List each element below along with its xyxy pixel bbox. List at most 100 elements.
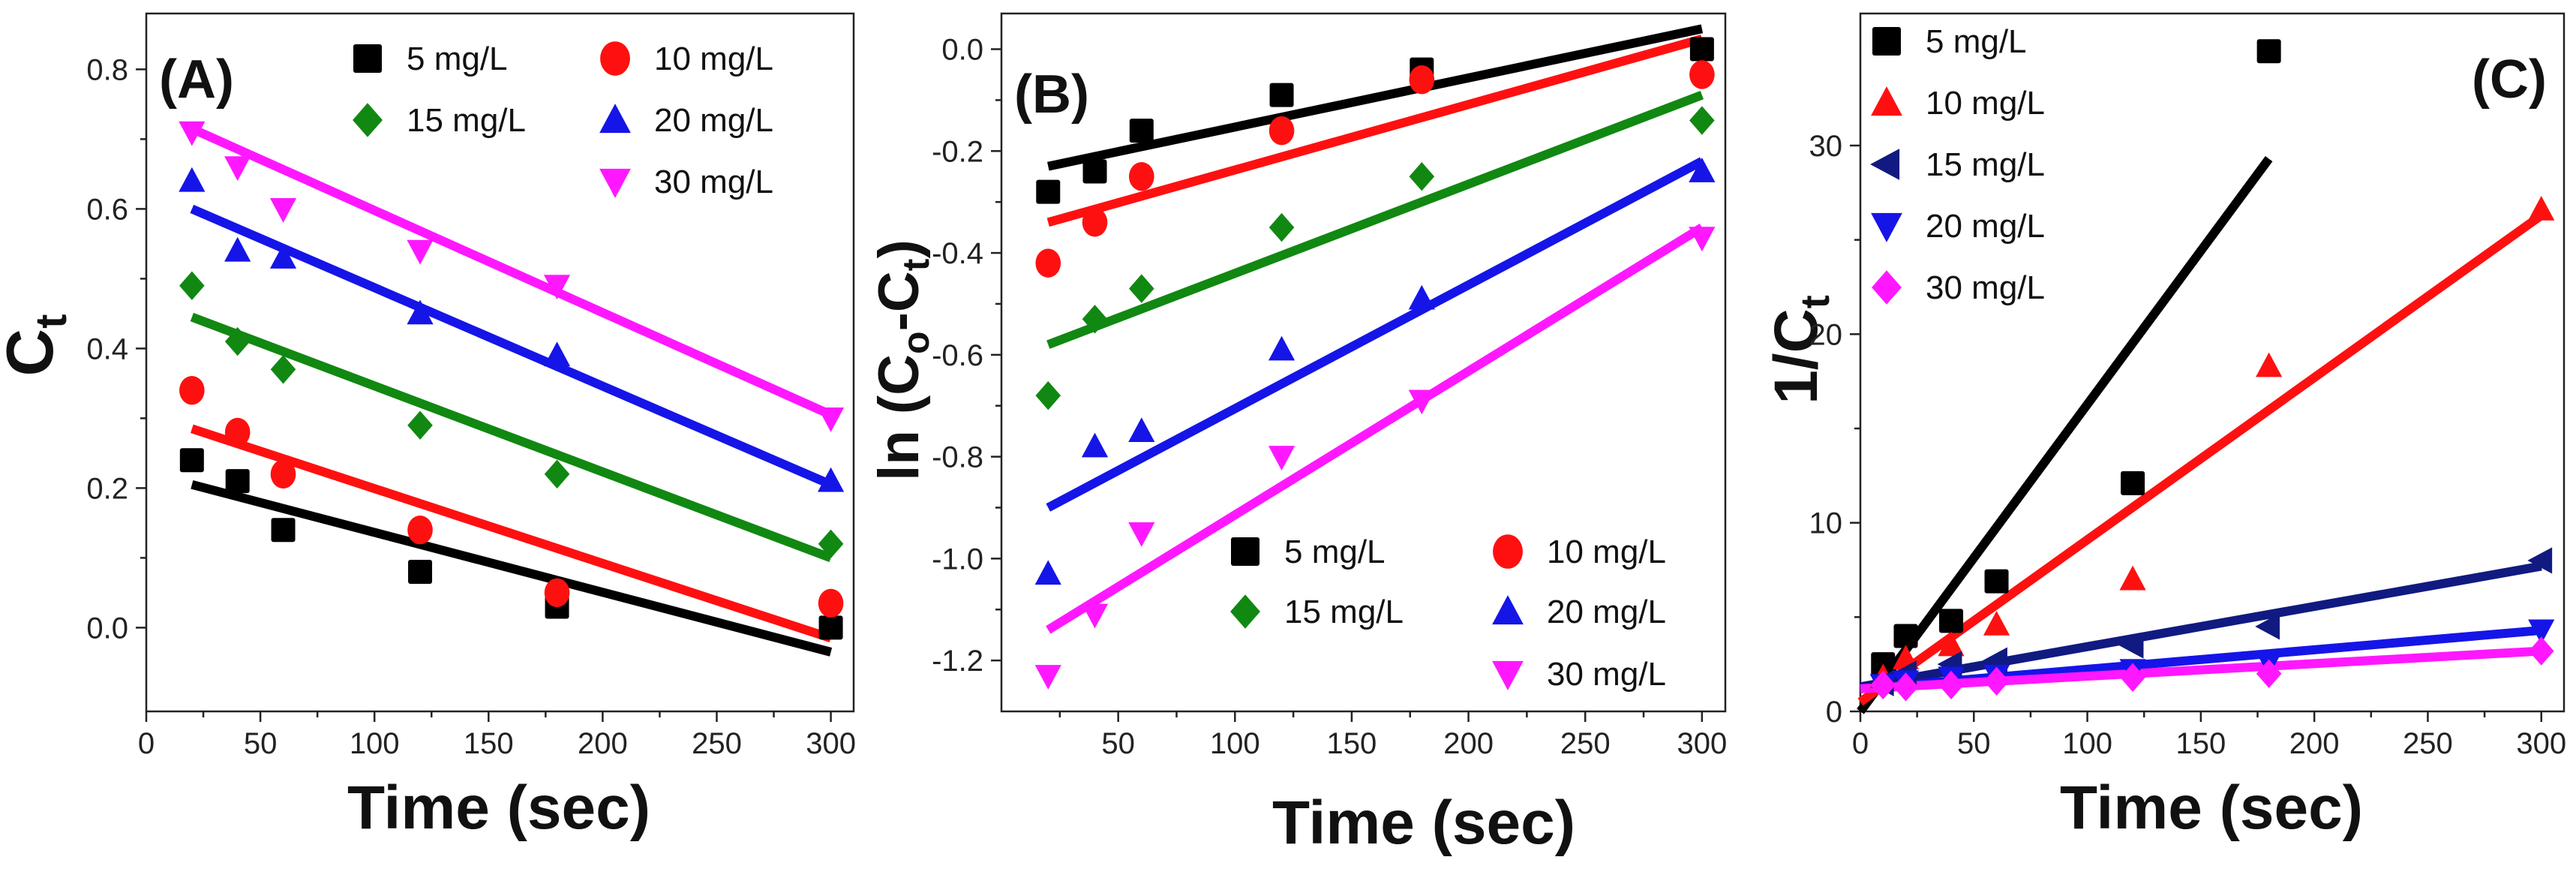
y-tick-label: 0.4 — [86, 332, 128, 365]
data-point-20-mg-L — [407, 299, 434, 325]
panel-label: (C) — [2472, 50, 2547, 110]
panel-b: ln (Co-Ct) Time (sec) — [867, 239, 1575, 857]
legend-marker — [1871, 212, 1902, 242]
data-point-20-mg-L — [1034, 560, 1061, 585]
data-point-10-mg-L — [1128, 162, 1154, 191]
data-point-20-mg-L — [269, 244, 297, 269]
legend-label: 10 mg/L — [1547, 534, 1666, 570]
fit-line-15-mg-L — [190, 312, 833, 563]
legend-label: 5 mg/L — [1284, 534, 1386, 570]
fit-line-5-mg-L — [191, 480, 833, 657]
y-tick-label: 0 — [1826, 696, 1842, 729]
fit-line-10-mg-L — [1046, 35, 1704, 227]
data-point-20-mg-L — [1268, 335, 1296, 361]
data-point-30-mg-L — [1081, 603, 1109, 629]
legend-label: 15 mg/L — [407, 102, 526, 139]
legend-marker — [1872, 270, 1902, 305]
data-point-15-mg-L — [1035, 380, 1061, 410]
legend-marker — [1492, 660, 1524, 690]
y-tick-label: -0.2 — [932, 135, 983, 168]
x-tick-label: 250 — [1560, 727, 1611, 760]
data-point-5-mg-L — [1036, 179, 1061, 204]
legend-label: 15 mg/L — [1926, 146, 2045, 183]
data-point-30-mg-L — [817, 407, 845, 432]
data-point-10-mg-L — [407, 516, 433, 545]
y-tick-label: 0.0 — [86, 612, 128, 645]
panel-c-plot: 0 50 100 150 200 250 300 0 10 20 30 5 mg/L 10 mg/L 15… — [1809, 12, 2566, 760]
data-point-5-mg-L — [271, 518, 296, 543]
legend-marker — [599, 104, 631, 134]
data-point-20-mg-L — [1081, 432, 1109, 458]
x-tick-label: 200 — [1443, 727, 1494, 760]
fit-line-30-mg-L — [190, 124, 833, 419]
data-point-30-mg-L — [1034, 665, 1061, 690]
x-tick-label: 250 — [2403, 727, 2453, 760]
fit-line-10-mg-L — [1857, 212, 2544, 706]
data-point-20-mg-L — [1408, 284, 1435, 310]
panel-c: 1/Ct Time (sec) — [1762, 295, 2363, 842]
panel-a-x-title: Time (sec) — [347, 774, 650, 842]
data-point-30-mg-L — [543, 275, 571, 300]
y-tick-label: 20 — [1809, 318, 1843, 351]
fit-line-5-mg-L — [1047, 24, 1704, 171]
fit-line-20-mg-L — [190, 204, 833, 489]
data-point-10-mg-L — [1409, 65, 1435, 95]
x-tick-label: 100 — [350, 727, 400, 760]
data-point-30-mg-L — [224, 156, 251, 181]
fit-line-30-mg-L — [1860, 646, 2542, 693]
x-tick-label: 50 — [1957, 727, 1991, 760]
data-point-10-mg-L — [1035, 248, 1061, 278]
data-point-5-mg-L — [1082, 159, 1107, 184]
data-point-5-mg-L — [1984, 569, 2009, 594]
legend-label: 20 mg/L — [1547, 594, 1666, 630]
legend-label: 5 mg/L — [1926, 23, 2027, 60]
x-tick-label: 150 — [2175, 727, 2226, 760]
y-tick-label: -0.4 — [932, 237, 983, 270]
data-point-15-mg-L — [1268, 212, 1295, 242]
x-tick-label: 150 — [1327, 727, 1377, 760]
data-point-30-mg-L — [407, 239, 434, 265]
data-point-5-mg-L — [1939, 609, 1964, 633]
data-point-5-mg-L — [179, 448, 204, 473]
x-tick-label: 150 — [464, 727, 514, 760]
data-point-5-mg-L — [2256, 39, 2281, 64]
data-point-5-mg-L — [1893, 624, 1918, 648]
y-tick-label: 0.2 — [86, 472, 128, 505]
data-point-20-mg-L — [543, 341, 571, 367]
legend-marker — [599, 168, 631, 198]
legend-label: 30 mg/L — [1926, 269, 2045, 306]
x-tick-label: 300 — [2516, 727, 2566, 760]
data-point-5-mg-L — [1129, 119, 1154, 143]
data-point-15-mg-L — [224, 326, 251, 356]
y-tick-label: -0.8 — [932, 441, 983, 474]
y-tick-label: 10 — [1809, 507, 1843, 540]
fit-line-5-mg-L — [1857, 155, 2273, 714]
legend-marker — [600, 41, 630, 76]
data-point-15-mg-L — [2527, 547, 2553, 574]
data-point-10-mg-L — [1689, 60, 1715, 89]
x-tick-label: 50 — [1101, 727, 1135, 760]
data-point-20-mg-L — [1689, 158, 1716, 182]
y-tick-label: 0.8 — [86, 53, 128, 86]
x-tick-label: 200 — [2289, 727, 2340, 760]
data-point-30-mg-L — [2528, 636, 2554, 666]
plot-frame — [1000, 12, 1727, 713]
data-point-15-mg-L — [818, 529, 844, 558]
legend-label: 15 mg/L — [1284, 594, 1404, 630]
y-tick-label: -1.0 — [932, 543, 983, 576]
legend-marker — [353, 44, 382, 73]
legend-label: 10 mg/L — [1926, 85, 2045, 122]
data-point-15-mg-L — [270, 355, 296, 384]
x-tick-label: 300 — [1677, 727, 1727, 760]
data-point-10-mg-L — [224, 417, 251, 447]
panel-label: (A) — [159, 50, 234, 110]
panel-a-y-title: Ct — [0, 314, 76, 377]
data-point-15-mg-L — [179, 271, 205, 300]
legend-marker — [1492, 595, 1524, 625]
legend-label: 20 mg/L — [654, 102, 773, 139]
panel-c-x-title: Time (sec) — [2060, 774, 2363, 842]
data-point-15-mg-L — [1689, 106, 1715, 135]
legend-marker — [1870, 149, 1900, 180]
panel-label: (B) — [1014, 65, 1089, 125]
y-tick-label: 0.0 — [941, 34, 983, 67]
